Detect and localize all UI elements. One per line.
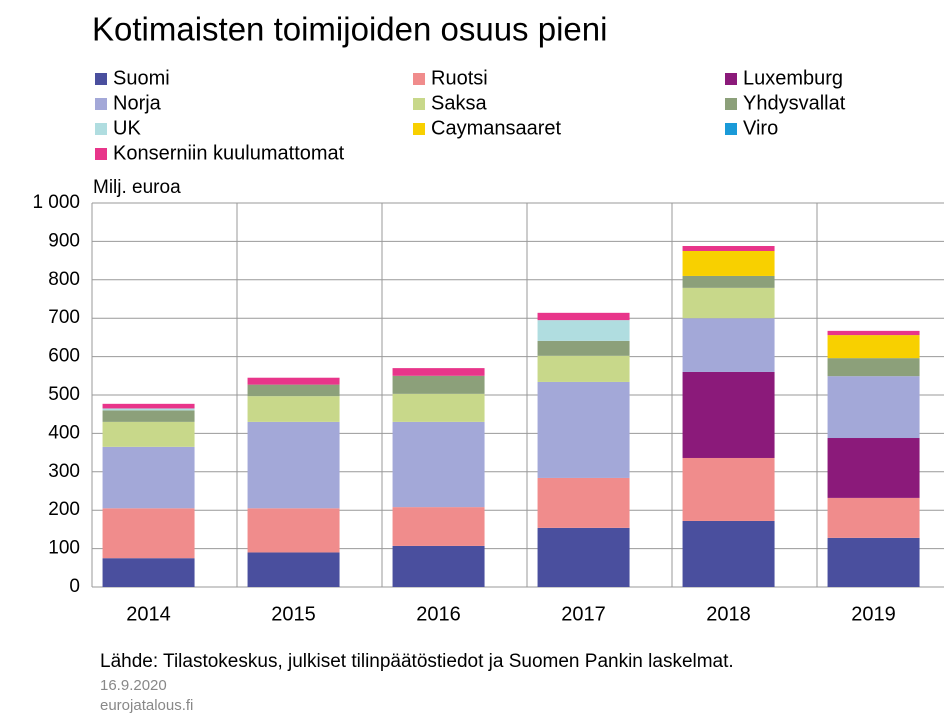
bar-segment xyxy=(682,371,775,458)
bar-segment xyxy=(247,377,340,385)
legend-swatch xyxy=(725,73,737,85)
legend-swatch xyxy=(95,98,107,110)
y-tick-label: 1 000 xyxy=(32,192,80,213)
bar-segment xyxy=(682,251,775,276)
bar-segment xyxy=(102,403,195,409)
y-tick-label: 100 xyxy=(48,538,80,559)
legend-swatch xyxy=(95,123,107,135)
bar-segment xyxy=(537,320,630,341)
x-tick-label: 2018 xyxy=(706,603,751,625)
bar-segment xyxy=(537,477,630,528)
legend-swatch xyxy=(725,123,737,135)
date: 16.9.2020 xyxy=(100,677,167,694)
y-axis-label: Milj. euroa xyxy=(93,177,181,198)
y-tick-label: 900 xyxy=(48,230,80,251)
legend-label: Ruotsi xyxy=(431,67,488,89)
bar-segment xyxy=(827,330,920,336)
bar-segment xyxy=(682,287,775,319)
source: Lähde: Tilastokeskus, julkiset tilinpäät… xyxy=(100,651,734,672)
bar-segment xyxy=(392,368,485,376)
x-tick-label: 2017 xyxy=(561,603,606,625)
y-tick-label: 0 xyxy=(69,576,80,597)
bar-segment xyxy=(392,545,485,587)
bar-segment xyxy=(682,457,775,521)
legend-swatch xyxy=(95,73,107,85)
y-tick-label: 800 xyxy=(48,269,80,290)
website: eurojatalous.fi xyxy=(100,697,193,714)
bar-segment xyxy=(247,396,340,422)
legend-label: Yhdysvallat xyxy=(743,92,846,114)
legend-swatch xyxy=(413,73,425,85)
bar-segment xyxy=(247,508,340,553)
bar-segment xyxy=(827,497,920,538)
legend-label: Norja xyxy=(113,92,162,114)
bar-segment xyxy=(102,410,195,422)
bar-segment xyxy=(682,318,775,372)
bar-segment xyxy=(247,552,340,587)
bar-segment xyxy=(392,507,485,546)
bar-segment xyxy=(102,558,195,587)
bar-segment xyxy=(392,393,485,422)
bar-segment xyxy=(537,340,630,356)
legend-label: UK xyxy=(113,117,141,139)
y-tick-label: 700 xyxy=(48,307,80,328)
bar-segment xyxy=(827,335,920,359)
legend-label: Luxemburg xyxy=(743,67,843,89)
bar-segment xyxy=(682,275,775,288)
x-tick-label: 2016 xyxy=(416,603,461,625)
bar-segment xyxy=(537,355,630,382)
bar-segment xyxy=(682,520,775,587)
legend-swatch xyxy=(95,148,107,160)
y-tick-label: 300 xyxy=(48,461,80,482)
y-tick-label: 200 xyxy=(48,499,80,520)
x-tick-label: 2019 xyxy=(851,603,896,625)
chart-title: Kotimaisten toimijoiden osuus pieni xyxy=(92,11,607,48)
bar-segment xyxy=(392,421,485,508)
bar-segment xyxy=(102,421,195,447)
bar-segment xyxy=(537,527,630,587)
legend-label: Konserniin kuulumattomat xyxy=(113,142,345,164)
y-tick-label: 500 xyxy=(48,384,80,405)
bar-segment xyxy=(392,375,485,394)
bar-segment xyxy=(682,246,775,251)
legend-swatch xyxy=(725,98,737,110)
legend-label: Saksa xyxy=(431,92,487,114)
bar-segment xyxy=(827,537,920,587)
legend-swatch xyxy=(413,98,425,110)
x-tick-label: 2014 xyxy=(126,603,171,625)
bar-segment xyxy=(247,421,340,509)
bar-segment xyxy=(827,358,920,377)
y-tick-label: 400 xyxy=(48,422,80,443)
legend-label: Caymansaaret xyxy=(431,117,562,139)
bar-segment xyxy=(247,384,340,397)
bar-segment xyxy=(537,381,630,478)
bar-segment xyxy=(102,508,195,559)
bar-segment xyxy=(827,438,920,498)
y-tick-label: 600 xyxy=(48,346,80,367)
legend-swatch xyxy=(413,123,425,135)
x-tick-label: 2015 xyxy=(271,603,316,625)
legend-label: Viro xyxy=(743,117,778,139)
legend-label: Suomi xyxy=(113,67,170,89)
bar-segment xyxy=(102,408,195,411)
bar-segment xyxy=(102,446,195,509)
bar-segment xyxy=(827,376,920,439)
bar-segment xyxy=(537,312,630,321)
